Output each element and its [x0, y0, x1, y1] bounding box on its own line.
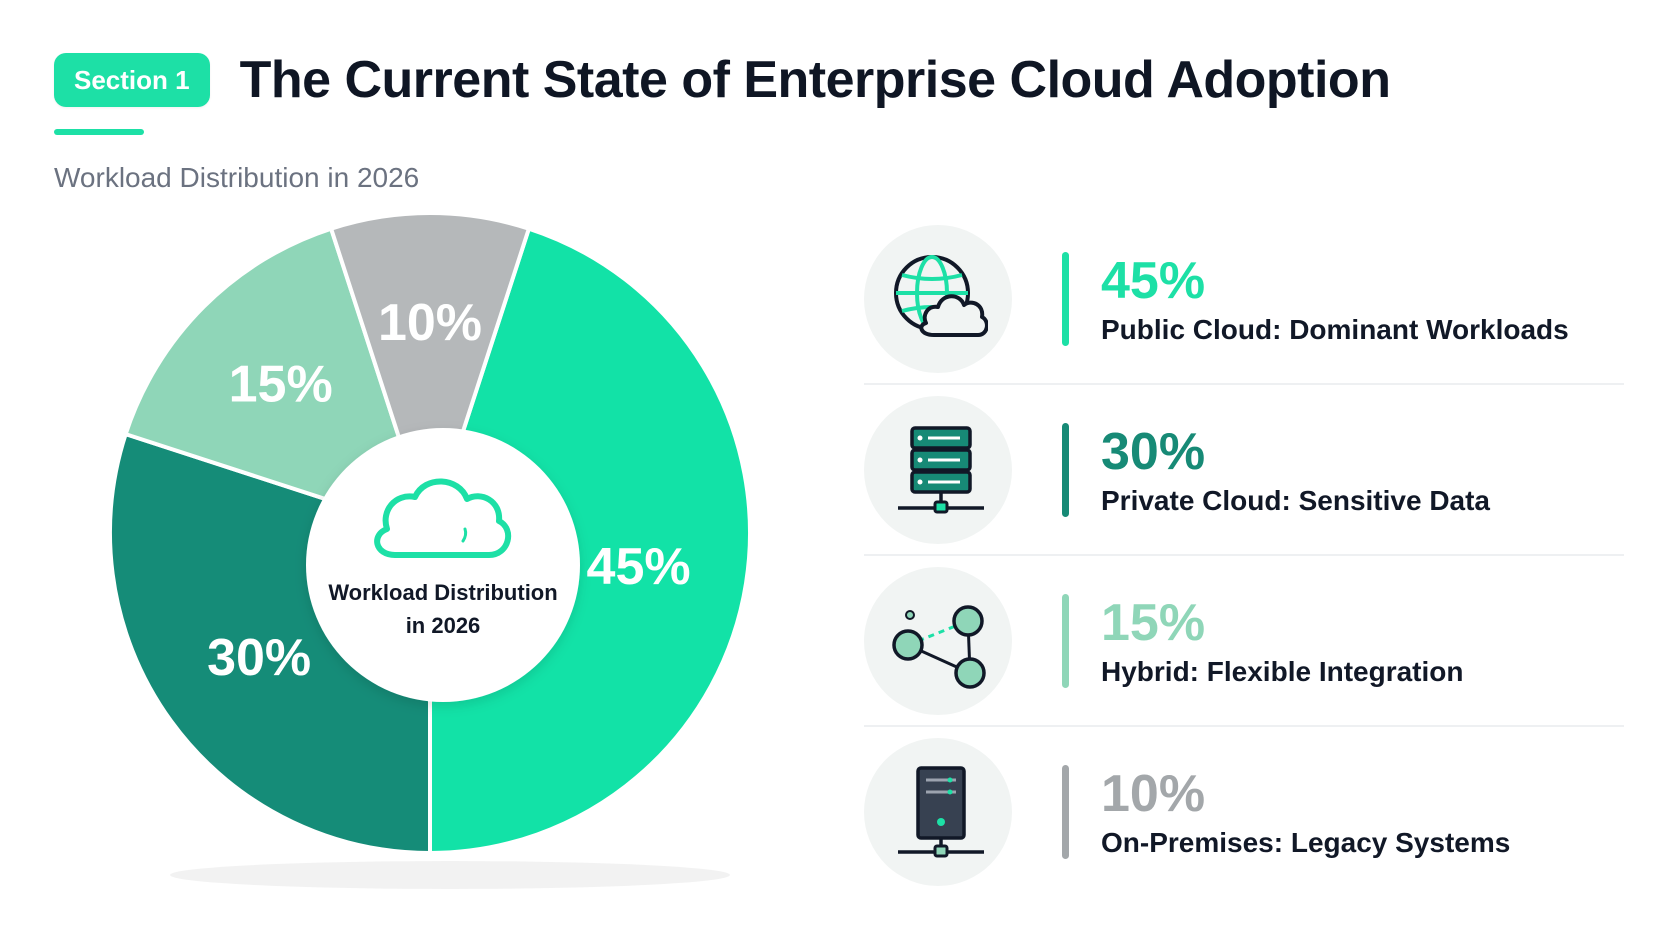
pie-center-label-line1: Workload Distribution	[328, 580, 557, 605]
legend-item-private-cloud: 30% Private Cloud: Sensitive Data	[864, 385, 1624, 556]
cloud-icon	[374, 478, 511, 558]
legend-icon-circle	[864, 395, 1012, 544]
pie-slice	[428, 226, 752, 855]
legend-value: 30%	[1101, 422, 1206, 481]
legend-list: 45% Public Cloud: Dominant Workloads 30%…	[864, 214, 1624, 896]
legend-value: 15%	[1101, 593, 1206, 652]
legend-item-public-cloud: 45% Public Cloud: Dominant Workloads	[864, 214, 1624, 385]
network-nodes-icon	[892, 604, 986, 689]
pie-slice-label: 10%	[378, 294, 482, 352]
pie-center-label-line2: in 2026	[406, 613, 481, 638]
legend-item-hybrid: 15% Hybrid: Flexible Integration	[864, 556, 1624, 727]
legend-value: 45%	[1101, 251, 1206, 310]
pie-center-disc	[306, 428, 580, 702]
legend-color-bar	[1062, 422, 1069, 517]
legend-color-bar	[1062, 251, 1069, 346]
title-underline	[54, 129, 144, 135]
pie-slice	[123, 226, 432, 535]
legend-icon-circle	[864, 224, 1012, 373]
legend-label: Private Cloud: Sensitive Data	[1101, 484, 1491, 516]
server-stack-icon	[898, 425, 984, 513]
legend-color-bar	[1062, 764, 1069, 859]
legend-item-on-premises: 10% On-Premises: Legacy Systems	[864, 727, 1624, 896]
pie-slice-label: 30%	[207, 629, 311, 687]
legend-icon-circle	[864, 737, 1012, 886]
header: Section 1 The Current State of Enterpris…	[54, 50, 1391, 110]
globe-cloud-icon	[894, 254, 988, 337]
page-title: The Current State of Enterprise Cloud Ad…	[239, 51, 1391, 109]
legend-label: Hybrid: Flexible Integration	[1101, 655, 1464, 687]
legend-value: 10%	[1101, 764, 1206, 823]
pie-shadow	[170, 861, 730, 889]
legend-label: On-Premises: Legacy Systems	[1101, 826, 1511, 858]
legend-label: Public Cloud: Dominant Workloads	[1101, 313, 1569, 345]
server-tower-icon	[898, 765, 984, 857]
legend-color-bar	[1062, 593, 1069, 688]
page-subtitle: Workload Distribution in 2026	[54, 162, 420, 193]
pie-slice-label: 15%	[229, 356, 333, 414]
pie-slice	[329, 211, 531, 535]
pie-slice-label: 45%	[587, 538, 691, 596]
legend-icon-circle	[864, 566, 1012, 715]
section-badge: Section 1	[54, 53, 210, 107]
pie-slice	[108, 432, 432, 855]
